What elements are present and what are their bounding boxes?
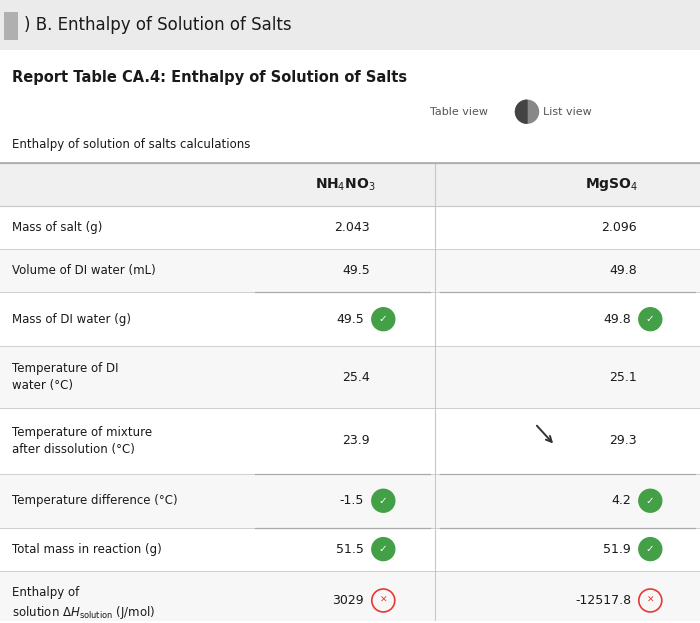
Text: Temperature difference (°C): Temperature difference (°C)	[12, 494, 178, 507]
Text: 51.9: 51.9	[603, 543, 631, 556]
Circle shape	[639, 538, 662, 561]
Text: Volume of DI water (mL): Volume of DI water (mL)	[12, 264, 155, 277]
Text: -12517.8: -12517.8	[575, 594, 631, 607]
Circle shape	[372, 538, 395, 561]
Bar	[0, 292, 700, 346]
Circle shape	[372, 308, 395, 331]
Bar	[0, 571, 700, 623]
Text: 49.8: 49.8	[603, 313, 631, 326]
Circle shape	[639, 308, 662, 331]
Text: ✓: ✓	[379, 496, 388, 506]
Text: -1.5: -1.5	[340, 494, 364, 507]
Bar	[0, 249, 700, 292]
Text: Enthalpy of: Enthalpy of	[12, 586, 79, 599]
Text: 49.5: 49.5	[342, 264, 370, 277]
Circle shape	[515, 100, 538, 123]
Wedge shape	[515, 100, 527, 123]
Text: 51.5: 51.5	[336, 543, 364, 556]
Text: 2.096: 2.096	[601, 221, 637, 234]
Text: Temperature of mixture
after dissolution (°C): Temperature of mixture after dissolution…	[12, 426, 152, 455]
Bar	[0, 0, 700, 50]
Text: 25.1: 25.1	[609, 371, 637, 384]
Bar	[0, 474, 700, 528]
Text: ✕: ✕	[379, 596, 387, 605]
Text: solution $\Delta H_\mathrm{solution}$ (J/mol): solution $\Delta H_\mathrm{solution}$ (J…	[12, 604, 155, 621]
Text: MgSO$_4$: MgSO$_4$	[585, 176, 638, 193]
Text: 23.9: 23.9	[342, 434, 370, 447]
Circle shape	[372, 489, 395, 512]
Text: Temperature of DI
water (°C): Temperature of DI water (°C)	[12, 363, 118, 392]
Text: Table view: Table view	[430, 107, 488, 117]
Text: Report Table CA.4: Enthalpy of Solution of Salts: Report Table CA.4: Enthalpy of Solution …	[12, 70, 407, 85]
Text: Total mass in reaction (g): Total mass in reaction (g)	[12, 543, 162, 556]
Text: 2.043: 2.043	[335, 221, 370, 234]
Bar	[0, 528, 700, 571]
Text: ✓: ✓	[646, 496, 654, 506]
Bar	[0, 206, 700, 249]
Text: 4.2: 4.2	[611, 494, 631, 507]
Text: ) B. Enthalpy of Solution of Salts: ) B. Enthalpy of Solution of Salts	[24, 16, 292, 34]
Text: 3029: 3029	[332, 594, 364, 607]
Text: Enthalpy of solution of salts calculations: Enthalpy of solution of salts calculatio…	[12, 138, 251, 151]
Text: 49.5: 49.5	[336, 313, 364, 326]
Text: ✓: ✓	[646, 314, 654, 324]
Text: 49.8: 49.8	[609, 264, 637, 277]
Text: 25.4: 25.4	[342, 371, 370, 384]
Text: 29.3: 29.3	[610, 434, 637, 447]
Text: Mass of DI water (g): Mass of DI water (g)	[12, 313, 131, 326]
Text: Mass of salt (g): Mass of salt (g)	[12, 221, 102, 234]
Bar	[0, 346, 700, 408]
Text: List view: List view	[543, 107, 592, 117]
Bar	[0, 163, 700, 206]
Circle shape	[639, 489, 662, 512]
Text: ✕: ✕	[647, 596, 654, 605]
Text: ✓: ✓	[379, 314, 388, 324]
Bar	[4, 12, 18, 40]
Text: ✓: ✓	[646, 544, 654, 554]
Text: ✓: ✓	[379, 544, 388, 554]
Text: NH$_4$NO$_3$: NH$_4$NO$_3$	[315, 176, 375, 193]
Bar	[0, 408, 700, 474]
